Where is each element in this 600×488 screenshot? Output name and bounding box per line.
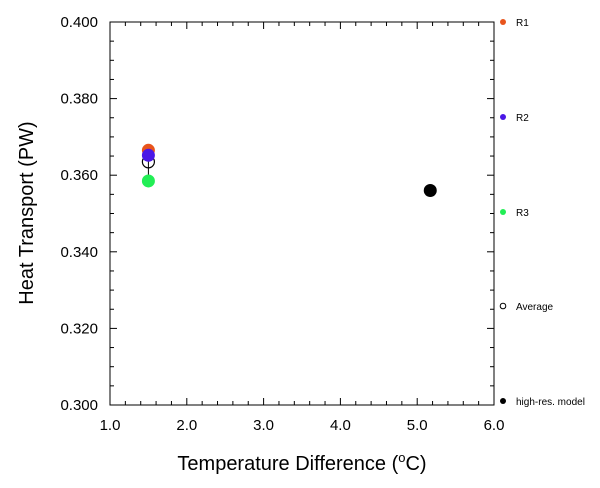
x-tick-label: 4.0 <box>330 417 351 434</box>
y-tick-label: 0.340 <box>60 244 98 261</box>
plot-frame <box>109 21 495 406</box>
x-tick-label: 6.0 <box>484 417 505 434</box>
y-tick-label: 0.360 <box>60 167 98 184</box>
legend: R1 R2 R3 Average high-res. model <box>499 18 585 408</box>
legend-marker-r2 <box>500 114 506 120</box>
point-r3 <box>141 174 155 188</box>
legend-label-r2: R2 <box>516 113 529 124</box>
legend-label-average: Average <box>516 302 554 313</box>
y-axis-title: Heat Transport (PW) <box>16 121 38 304</box>
legend-label-r1: R1 <box>516 18 529 29</box>
legend-label-r3: R3 <box>516 208 529 219</box>
point-r2 <box>141 148 155 162</box>
x-tick-label: 3.0 <box>253 417 274 434</box>
x-axis-title: Temperature Difference (oC) <box>177 450 426 475</box>
legend-marker-high-res-model <box>500 398 506 404</box>
x-tick-label: 1.0 <box>100 417 121 434</box>
legend-marker-r3 <box>500 209 506 215</box>
legend-label-high-res-model: high-res. model <box>516 397 585 408</box>
x-tick-label: 5.0 <box>407 417 428 434</box>
x-axis-title-superscript: o <box>398 450 405 465</box>
y-tick-label: 0.380 <box>60 91 98 108</box>
y-tick-label: 0.300 <box>60 397 98 414</box>
legend-marker-average <box>499 302 507 310</box>
legend-marker-r1 <box>500 19 506 25</box>
x-axis-ticks: 1.0 2.0 3.0 4.0 5.0 6.0 <box>100 22 505 434</box>
x-tick-label: 2.0 <box>176 417 197 434</box>
x-axis-title-unit: C) <box>405 453 426 475</box>
y-tick-label: 0.320 <box>60 320 98 337</box>
y-tick-label: 0.400 <box>60 14 98 31</box>
point-high-res-model <box>423 184 437 198</box>
y-axis-ticks: 0.300 0.320 0.340 0.360 0.380 0.400 <box>60 14 494 414</box>
data-points <box>141 143 437 198</box>
